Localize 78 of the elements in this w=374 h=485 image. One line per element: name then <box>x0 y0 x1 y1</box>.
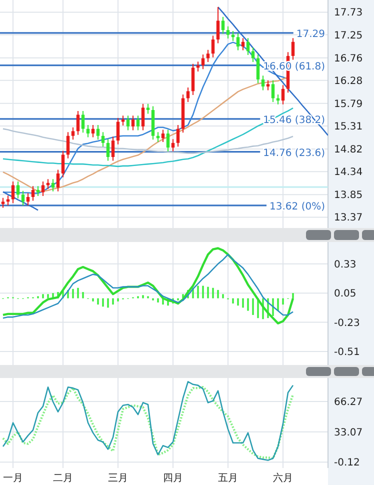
candlestick <box>241 38 245 51</box>
candlestick <box>226 26 230 40</box>
ref-line-label: 14.76 (23.6) <box>263 148 326 159</box>
candlestick <box>41 180 45 197</box>
y-tick-label: 15.79 <box>334 98 363 110</box>
x-tick-label: 四月 <box>163 473 183 484</box>
y-tick-label: 14.82 <box>334 144 363 156</box>
candlestick <box>216 6 220 44</box>
candlestick <box>131 115 135 131</box>
candlestick <box>206 49 210 63</box>
x-tick-label: 五月 <box>218 473 238 484</box>
candlestick <box>16 180 20 199</box>
y-tick-label: 0.05 <box>334 288 356 300</box>
x-tick-label: 二月 <box>53 473 73 484</box>
candlestick <box>291 38 295 60</box>
candlestick <box>211 35 215 58</box>
y-tick-label: 13.85 <box>334 190 363 202</box>
y-tick-label: 0.33 <box>334 259 356 270</box>
candlestick <box>31 186 35 202</box>
candlestick <box>51 178 55 192</box>
candlestick <box>281 84 285 105</box>
candlestick <box>26 192 30 206</box>
candlestick <box>166 129 170 152</box>
candlestick <box>71 126 75 140</box>
y-tick-label: 17.73 <box>334 8 363 19</box>
y-tick-label: 17.25 <box>334 30 363 42</box>
candlestick <box>106 138 110 162</box>
y-tick-label: -0.51 <box>334 346 360 358</box>
candlestick <box>161 129 165 142</box>
y-tick-label: 14.34 <box>334 167 363 178</box>
candlestick <box>21 190 25 206</box>
candlestick <box>101 132 105 148</box>
y-tick-label: 33.07 <box>334 427 363 438</box>
candlestick <box>86 124 90 138</box>
candlestick <box>1 197 5 208</box>
y-tick-label: -0.23 <box>334 318 360 329</box>
y-tick-label: 16.76 <box>334 53 363 64</box>
candlestick <box>141 103 145 131</box>
y-tick-label: 16.28 <box>334 76 363 87</box>
candlestick <box>146 103 150 114</box>
candlestick <box>201 54 205 70</box>
y-tick-label: 13.37 <box>334 212 363 224</box>
candlestick <box>81 110 85 134</box>
candlestick <box>136 115 140 131</box>
y-tick-label: 15.31 <box>334 121 363 132</box>
candlestick <box>191 63 195 96</box>
candlestick <box>66 132 70 159</box>
candlestick <box>61 150 65 178</box>
candlestick <box>96 124 100 140</box>
ref-line-label: 17.29 <box>296 28 325 40</box>
candlestick <box>91 124 95 138</box>
candlestick <box>111 136 115 162</box>
candlestick <box>256 54 260 84</box>
candlestick <box>271 80 275 103</box>
line-series <box>2 247 294 324</box>
y-tick-label: 66.27 <box>334 397 363 408</box>
candlestick <box>36 186 40 197</box>
ref-line-label: 13.62 (0%) <box>270 201 326 212</box>
candlestick <box>176 124 180 148</box>
candlestick <box>116 117 120 145</box>
candlestick <box>121 115 125 126</box>
candlestick <box>251 46 255 63</box>
x-tick-label: 一月 <box>3 473 23 484</box>
line-series <box>2 254 294 319</box>
candlestick <box>126 115 130 131</box>
candlestick <box>261 75 265 91</box>
candlestick <box>221 16 225 34</box>
candlestick <box>11 180 15 204</box>
x-tick-label: 六月 <box>273 472 293 484</box>
candlestick <box>246 38 250 56</box>
candlestick <box>186 86 190 103</box>
candlestick <box>236 32 240 51</box>
y-tick-label: -0.12 <box>334 458 360 469</box>
x-tick-label: 三月 <box>108 473 128 484</box>
candlestick <box>76 110 80 136</box>
candlestick <box>266 80 270 91</box>
candlestick <box>56 169 60 192</box>
candlestick <box>171 138 175 152</box>
